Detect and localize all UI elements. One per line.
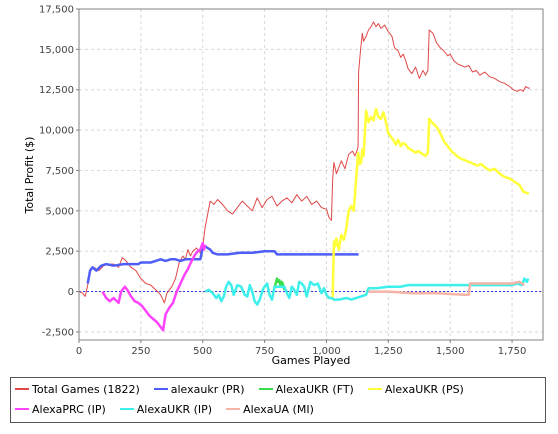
plot-frame <box>78 8 544 341</box>
legend-label: AlexaUKR (IP) <box>136 402 213 416</box>
y-tick-label: 0 <box>68 287 74 298</box>
legend-label: AlexaUKR (FT) <box>275 382 354 396</box>
legend-row: Total Games (1822) alexaukr (PR) AlexaUKR … <box>11 380 545 398</box>
x-tick-label: 0 <box>76 346 82 357</box>
series-line-5 <box>204 277 530 306</box>
y-tick-label: 5,000 <box>45 206 74 217</box>
legend-item: alexaukr (PR) <box>153 380 245 398</box>
y-axis-ticks: -2,500 0 2,500 5,000 7,500 10,000 12,500 15,000… <box>39 5 79 338</box>
plot-background <box>79 9 543 340</box>
y-tick-label: 15,000 <box>39 45 74 56</box>
legend-label: AlexaUKR (PS) <box>384 382 464 396</box>
series-group <box>78 21 530 332</box>
y-tick-label: 10,000 <box>39 126 74 137</box>
legend: Total Games (1822) alexaukr (PR) AlexaUKR … <box>10 377 546 423</box>
series-line-1 <box>86 245 359 284</box>
y-tick-label: 7,500 <box>45 166 74 177</box>
y-tick-label: 17,500 <box>39 5 74 16</box>
series-line-2 <box>273 277 286 291</box>
x-tick-label: 1,000 <box>312 346 341 357</box>
x-tick-label: 500 <box>193 346 212 357</box>
chart: 0 250 500 750 1,000 1,250 1,500 1,750 -2,50002,… <box>23 5 544 367</box>
x-tick-label: 1,500 <box>436 346 465 357</box>
x-axis-title: Games Played <box>272 354 351 367</box>
legend-item: AlexaUA (MI) <box>226 400 314 418</box>
legend-label: AlexaUA (MI) <box>243 402 314 416</box>
x-tick-label: 750 <box>255 346 274 357</box>
legend-swatch <box>153 388 168 390</box>
legend-row: AlexaPRC (IP) AlexaUKR (IP) AlexaUA (MI) <box>11 400 545 418</box>
x-tick-label: 1,750 <box>498 346 527 357</box>
legend-label: Total Games (1822) <box>32 382 140 396</box>
legend-swatch <box>258 388 273 390</box>
legend-swatch <box>367 388 382 390</box>
y-tick-label: 12,500 <box>39 85 74 96</box>
x-tick-label: 250 <box>131 346 150 357</box>
legend-item: AlexaUKR (IP) <box>119 400 213 418</box>
legend-swatch <box>226 408 241 410</box>
legend-item: AlexaUKR (FT) <box>258 380 354 398</box>
y-axis-title: Total Profit ($) <box>23 137 36 215</box>
legend-label: AlexaPRC (IP) <box>32 402 106 416</box>
series-line-0 <box>78 21 530 304</box>
series-line-4 <box>101 241 207 332</box>
legend-swatch <box>15 408 29 410</box>
legend-swatch <box>119 408 134 410</box>
legend-item: Total Games (1822) <box>15 380 140 398</box>
y-tick-label: 2,500 <box>45 247 74 258</box>
y-tick-label: -2,500 <box>42 327 74 338</box>
legend-label: alexaukr (PR) <box>170 382 245 396</box>
legend-item: AlexaUKR (PS) <box>367 380 464 398</box>
x-tick-label: 1,250 <box>374 346 403 357</box>
x-axis-ticks: 0 250 500 750 1,000 1,250 1,500 1,750 <box>76 340 527 357</box>
series-line-3 <box>330 107 529 299</box>
legend-item: AlexaPRC (IP) <box>15 400 106 418</box>
legend-swatch <box>15 388 29 390</box>
series-line-6 <box>368 280 526 297</box>
